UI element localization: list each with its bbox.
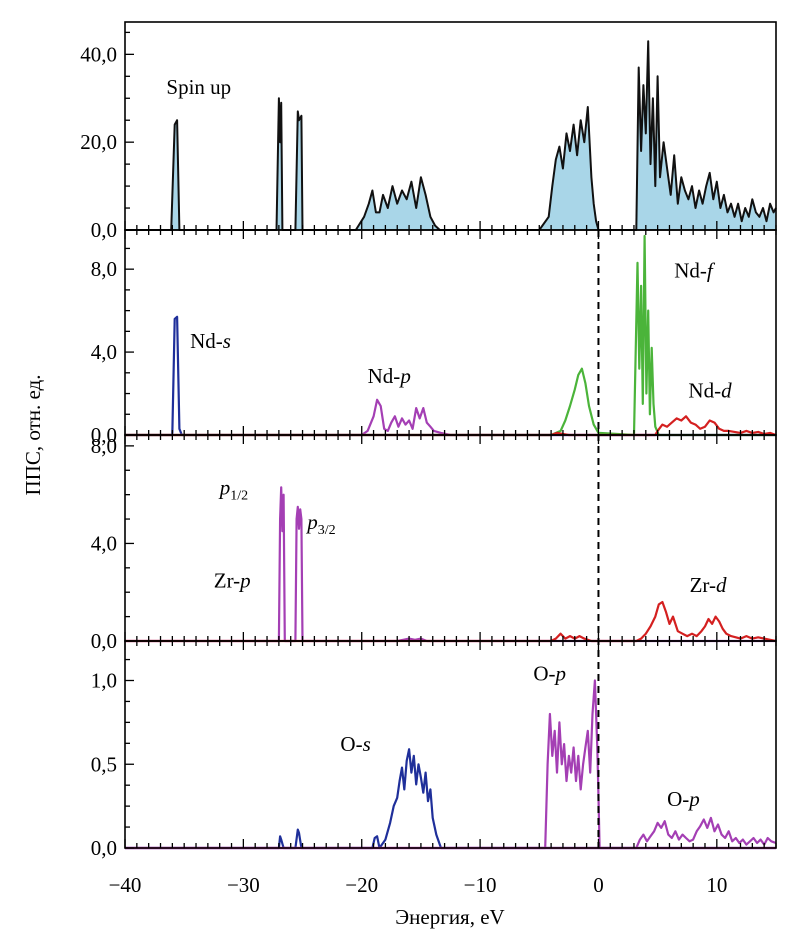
- annotation-O-1: O-p: [533, 662, 566, 686]
- x-tick-label: −10: [464, 873, 497, 897]
- panels-layer: 0,0 20,0 40,0 Spin up 0,0 4,0 8,0 Nd-s Nd-p Nd-f N…: [80, 21, 777, 860]
- series-line-O-O-s: [125, 748, 776, 850]
- y-tick-label-O: 1,0: [91, 669, 117, 693]
- annotation-total-0: Spin up: [166, 75, 231, 99]
- annotation-Nd-3: Nd-d: [688, 379, 732, 403]
- x-tick-label: −40: [109, 873, 142, 897]
- panel-total: 0,0 20,0 40,0 Spin up: [80, 21, 777, 242]
- series-line-Nd-f: [125, 234, 776, 437]
- series-line-Nd-p: [125, 398, 776, 437]
- series-line-Zr-p: [125, 486, 776, 643]
- y-tick-label-O: 0,0: [91, 836, 117, 860]
- panel-frame-Zr: [124, 434, 777, 642]
- annotation-Nd-0: Nd-s: [190, 329, 231, 353]
- annotation-Zr-3: Zr-d: [690, 573, 727, 597]
- x-tick-label: 10: [706, 873, 727, 897]
- annotation-O-2: O-p: [667, 787, 700, 811]
- annotation-Zr-0: p1/2: [218, 476, 248, 504]
- panel-Zr: 0,0 4,0 8,0 p1/2 p3/2 Zr-p Zr-d: [91, 434, 777, 653]
- annotation-Zr-1: p3/2: [305, 510, 335, 538]
- series-line-O-O-p: [125, 679, 777, 850]
- annotation-Nd-1: Nd-p: [368, 364, 411, 388]
- y-tick-label-Zr: 8,0: [91, 434, 117, 458]
- x-tick-label: −20: [345, 873, 378, 897]
- y-tick-label-Nd: 8,0: [91, 257, 117, 281]
- y-tick-label-O: 0,5: [91, 752, 117, 776]
- panel-O: 0,0 0,5 1,0 O-s O-p O-p: [91, 640, 777, 860]
- annotation-Zr-2: Zr-p: [214, 568, 251, 592]
- x-axis-tick-labels: −40 −30 −20 −10 0 10: [109, 873, 728, 897]
- series-line-Nd-d: [125, 415, 777, 437]
- annotation-O-0: O-s: [340, 732, 370, 756]
- series-line-total-total: [125, 40, 777, 231]
- x-tick-label: 0: [593, 873, 604, 897]
- series-line-Zr-d: [125, 600, 777, 643]
- y-tick-label-total: 40,0: [80, 42, 117, 66]
- y-tick-label-total: 0,0: [91, 218, 117, 242]
- annotation-Nd-2: Nd-f: [674, 258, 716, 282]
- y-tick-label-Nd: 0,0: [91, 423, 117, 447]
- y-tick-label-Nd: 4,0: [91, 340, 117, 364]
- y-axis-title: ППС, отн. ед.: [21, 375, 45, 496]
- panel-Nd: 0,0 4,0 8,0 Nd-s Nd-p Nd-f Nd-d: [91, 229, 777, 447]
- panel-frame-O: [124, 640, 777, 849]
- x-axis-title: Энергия, eV: [395, 905, 504, 929]
- y-tick-label-total: 20,0: [80, 130, 117, 154]
- y-tick-label-Zr: 4,0: [91, 531, 117, 555]
- x-tick-label: −30: [227, 873, 260, 897]
- y-tick-label-Zr: 0,0: [91, 629, 117, 653]
- series-fill-total-total: [125, 41, 776, 231]
